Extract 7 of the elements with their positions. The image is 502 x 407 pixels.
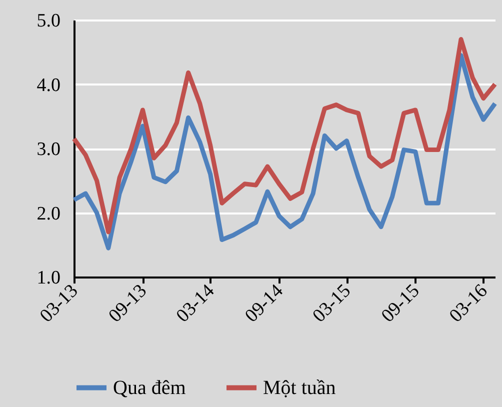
legend-label: Qua đêm — [113, 376, 186, 399]
y-tick-label: 2.0 — [36, 203, 60, 224]
y-tick-label: 3.0 — [36, 139, 60, 160]
y-tick-label: 5.0 — [36, 10, 60, 32]
y-tick-label: 4.0 — [36, 74, 60, 96]
y-tick-label: 1.0 — [36, 268, 60, 288]
legend-label: Một tuần — [263, 376, 336, 399]
